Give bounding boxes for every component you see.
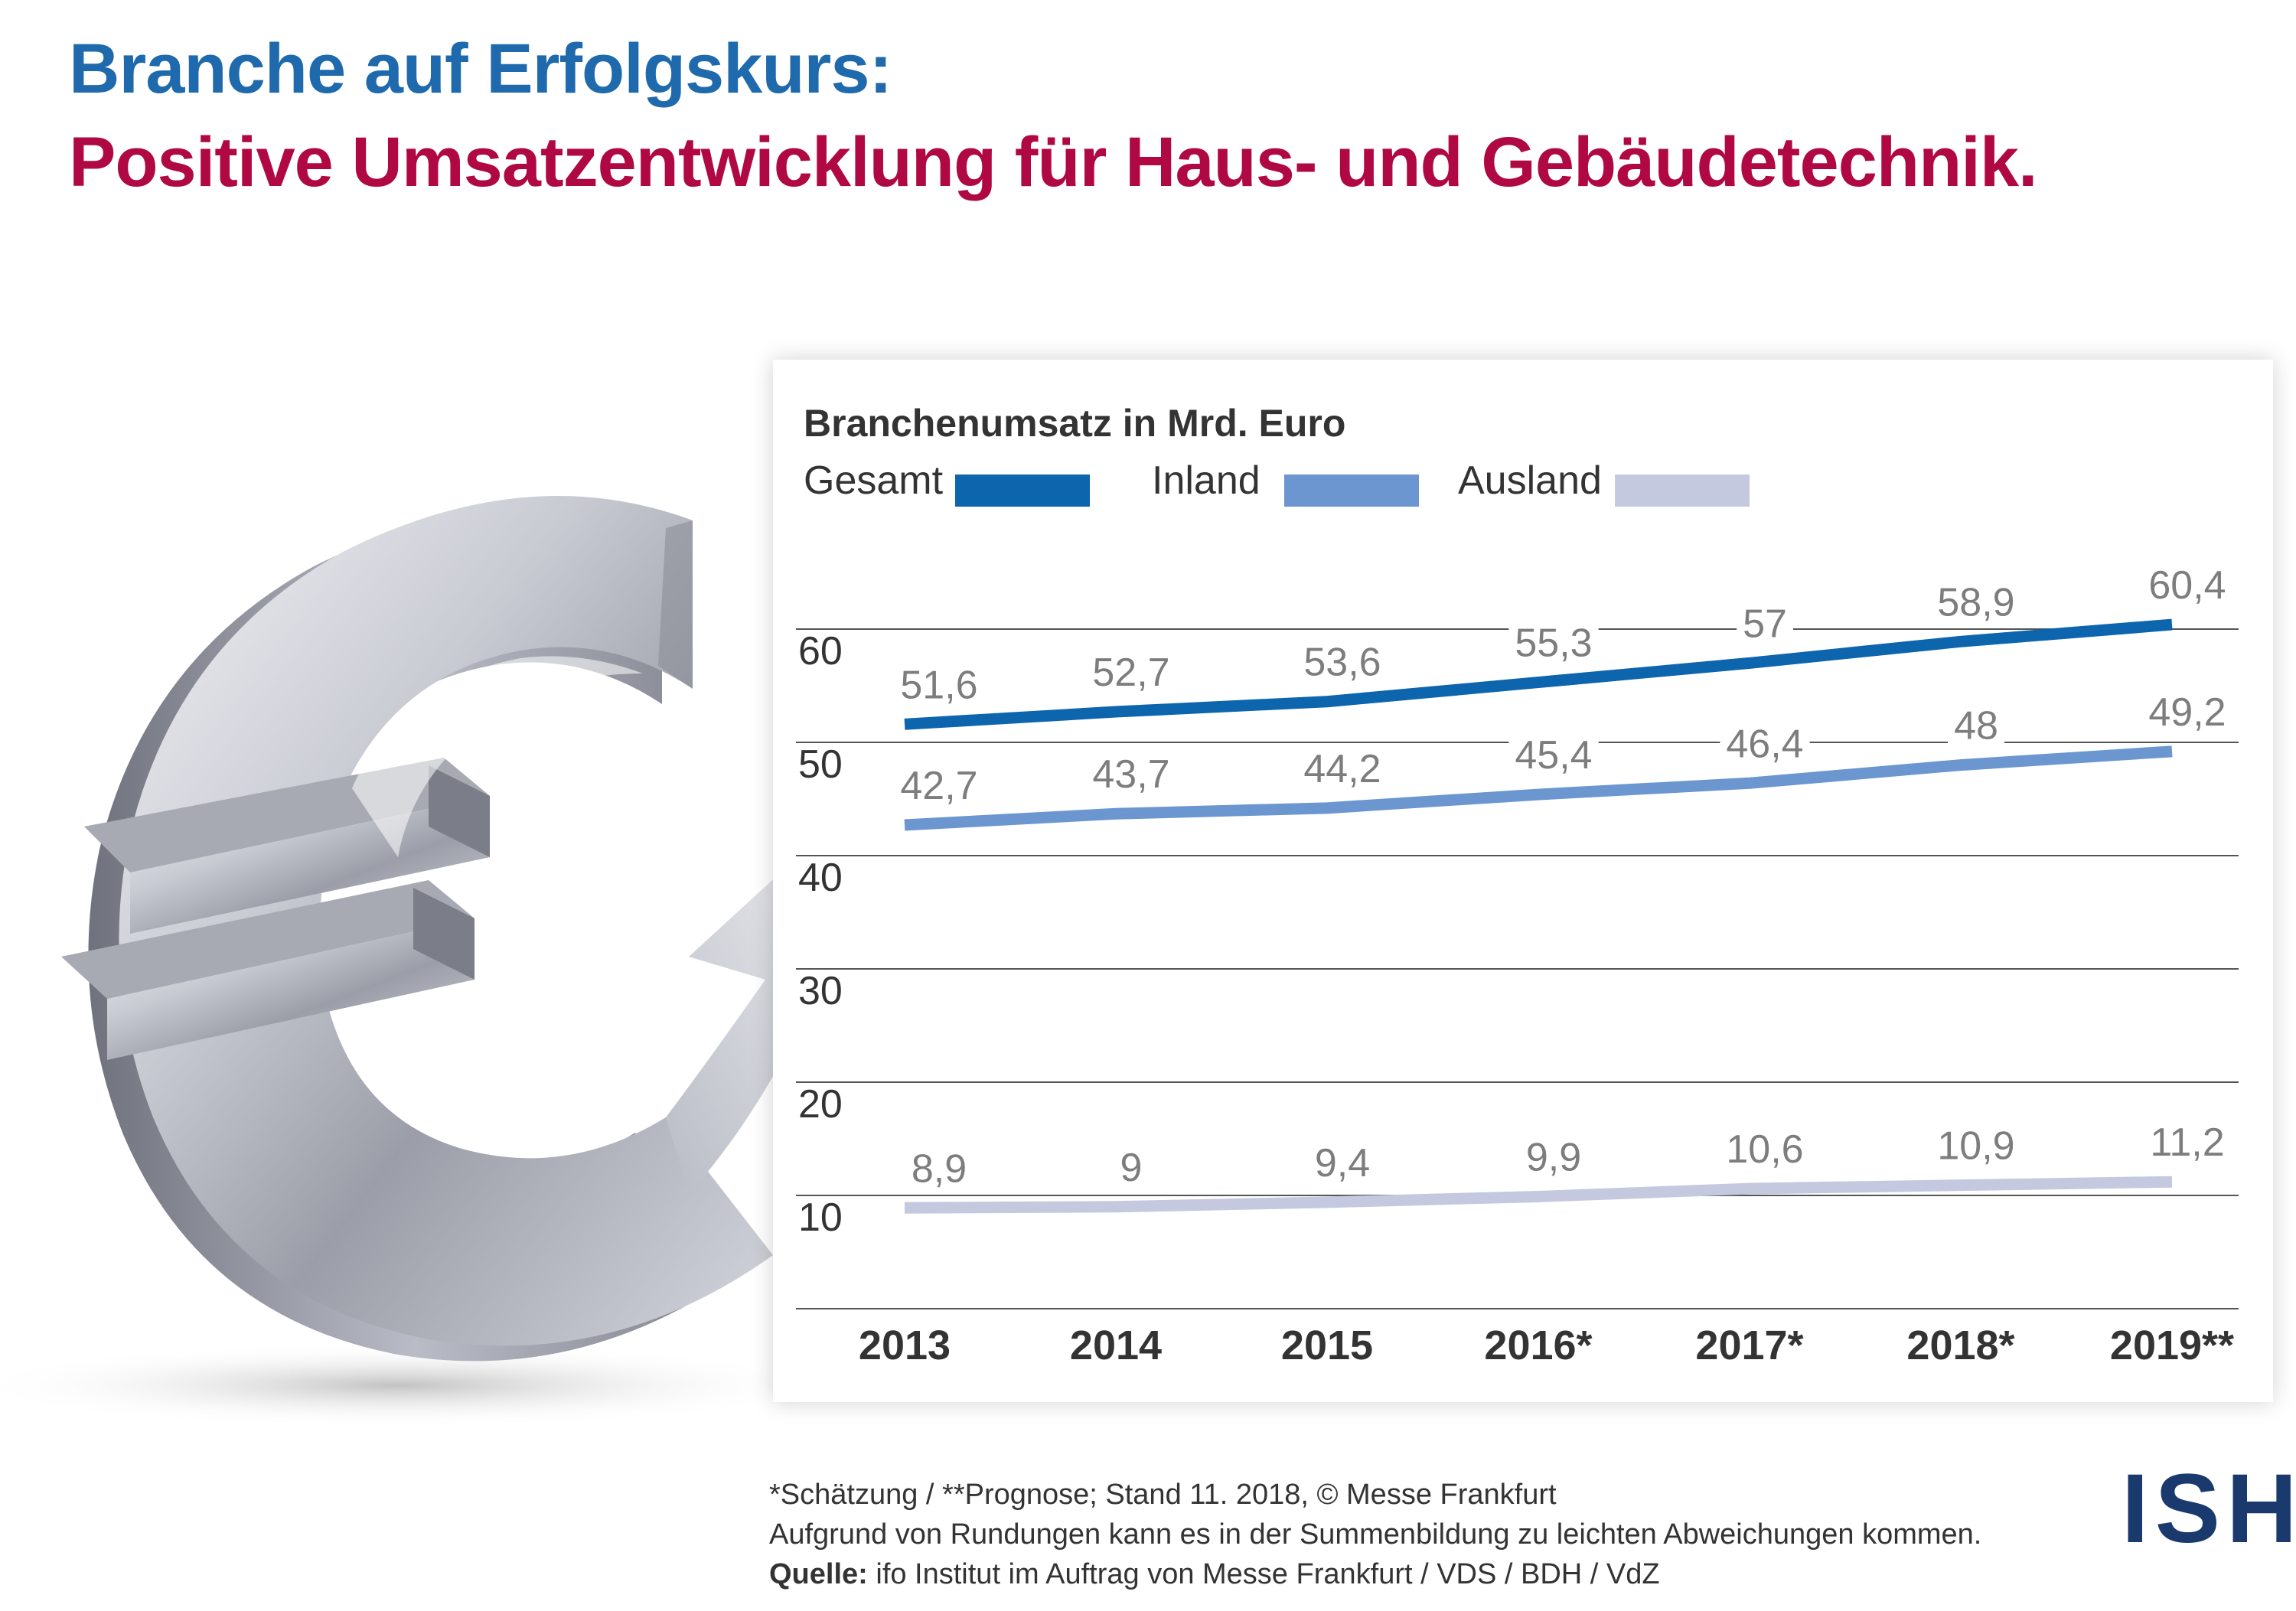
- footnote-rounding: Aufgrund von Rundungen kann es in der Su…: [769, 1518, 1982, 1551]
- value-label-gesamt-1: 52,7: [1092, 651, 1169, 695]
- value-label-bg: [1931, 1122, 2021, 1167]
- legend-swatch-gesamt: [955, 474, 1090, 507]
- value-label-inland-0: 42,7: [900, 764, 977, 808]
- y-tick-50: 50: [798, 742, 843, 787]
- y-tick-30: 30: [798, 969, 843, 1013]
- x-tick-5: 2018*: [1906, 1322, 2014, 1368]
- value-label-bg: [1737, 600, 1793, 645]
- y-axis-ticks: 60 50 40 30 20 10: [798, 629, 843, 1240]
- value-label-bg: [1086, 649, 1176, 694]
- legend-swatch-inland: [1284, 474, 1419, 507]
- source-label: Quelle:: [769, 1558, 868, 1590]
- chart-title: Branchenumsatz in Mrd. Euro: [804, 402, 1345, 445]
- y-tick-20: 20: [798, 1082, 843, 1127]
- source-text: ifo Institut im Auftrag von Messe Frankf…: [867, 1558, 1660, 1590]
- y-tick-10: 10: [798, 1195, 843, 1240]
- series-line-inland: [904, 745, 2173, 831]
- value-label-ausland-1: 9: [1120, 1146, 1143, 1190]
- x-tick-3: 2016*: [1484, 1322, 1592, 1368]
- series-lines: [904, 618, 2173, 1214]
- value-label-bg: [1508, 732, 1599, 777]
- value-label-bg: [894, 762, 984, 807]
- value-label-bg: [1508, 619, 1599, 664]
- value-label-bg: [2142, 562, 2232, 607]
- chart-panel: [773, 360, 2273, 1402]
- value-label-ausland-0: 8,9: [912, 1146, 967, 1191]
- value-label-bg: [1519, 1133, 1588, 1179]
- value-label-bg: [1948, 702, 2004, 747]
- value-label-bg: [1297, 745, 1388, 790]
- value-label-inland-2: 44,2: [1303, 747, 1381, 791]
- value-label-ausland-4: 10,6: [1726, 1127, 1803, 1172]
- series-line-ausland: [904, 1176, 2173, 1214]
- headline-title: Branche auf Erfolgskurs:: [69, 30, 892, 108]
- x-tick-0: 2013: [859, 1322, 951, 1368]
- legend-swatch-ausland: [1615, 474, 1750, 507]
- value-label-ausland-6: 11,2: [2150, 1120, 2224, 1165]
- value-label-bg: [894, 661, 984, 706]
- legend-label-gesamt: Gesamt: [804, 458, 944, 503]
- value-label-bg: [1297, 638, 1388, 683]
- x-tick-6: 2019**: [2110, 1322, 2234, 1368]
- y-tick-40: 40: [798, 856, 843, 900]
- value-label-bg: [1114, 1143, 1149, 1189]
- x-tick-4: 2017*: [1695, 1322, 1803, 1368]
- value-label-ausland-3: 9,9: [1526, 1135, 1581, 1179]
- value-label-gesamt-2: 53,6: [1303, 641, 1381, 685]
- legend-label-ausland: Ausland: [1458, 458, 1602, 503]
- value-label-inland-5: 48: [1954, 704, 1998, 748]
- legend-label-inland: Inland: [1152, 458, 1261, 503]
- value-label-bg: [1720, 1126, 1810, 1171]
- y-tick-60: 60: [798, 629, 843, 673]
- value-label-ausland-5: 10,9: [1937, 1124, 2014, 1169]
- footnote-source: Quelle: ifo Institut im Auftrag von Mess…: [769, 1558, 1660, 1591]
- value-label-bg: [2144, 1119, 2231, 1164]
- value-label-inland-4: 46,4: [1726, 722, 1803, 766]
- revenue-line-chart: Branchenumsatz in Mrd. Euro Gesamt Inlan…: [796, 402, 2239, 1368]
- value-label-bg: [1086, 751, 1176, 796]
- ish-logo: ISH: [2122, 1454, 2296, 1564]
- value-label-bg: [1720, 720, 1810, 765]
- value-label-gesamt-6: 60,4: [2148, 563, 2226, 608]
- x-tick-2: 2015: [1281, 1322, 1373, 1368]
- series-line-gesamt: [904, 618, 2173, 730]
- value-label-gesamt-3: 55,3: [1515, 621, 1592, 666]
- value-label-inland-3: 45,4: [1515, 733, 1592, 778]
- x-tick-1: 2014: [1070, 1322, 1162, 1368]
- footnote-estimate: *Schätzung / **Prognose; Stand 11. 2018,…: [769, 1479, 1557, 1511]
- value-label-inland-6: 49,2: [2148, 690, 2226, 735]
- headline-subtitle: Positive Umsatzentwicklung für Haus- und…: [69, 123, 2038, 201]
- value-label-inland-1: 43,7: [1092, 752, 1169, 797]
- value-label-bg: [1308, 1139, 1377, 1184]
- value-label-ausland-2: 9,4: [1315, 1141, 1370, 1185]
- value-labels: 51,6 52,7 53,6 55,3 57 58,9 60,4 42,7 43,7 44,2 45…: [894, 562, 2232, 1191]
- value-label-gesamt-4: 57: [1743, 602, 1787, 646]
- value-label-bg: [905, 1145, 974, 1190]
- value-label-gesamt-0: 51,6: [900, 663, 977, 707]
- value-label-gesamt-5: 58,9: [1937, 580, 2014, 625]
- value-label-bg: [1931, 579, 2021, 624]
- x-axis-ticks: 2013 2014 2015 2016* 2017* 2018* 2019**: [859, 1322, 2234, 1368]
- value-label-bg: [2142, 688, 2232, 733]
- chart-legend: Gesamt Inland Ausland: [804, 458, 1750, 507]
